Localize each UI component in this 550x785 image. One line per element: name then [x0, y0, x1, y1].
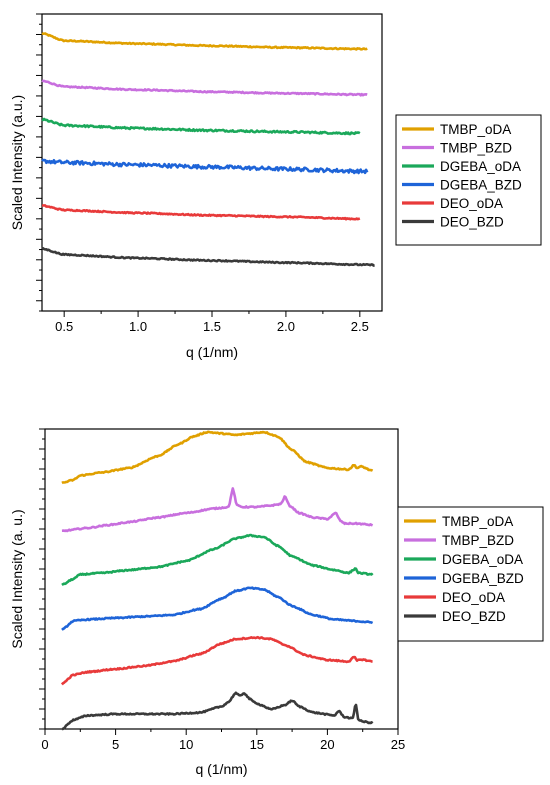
x-tick-label: 20: [320, 737, 334, 752]
chart-top: 0.5 1.0 1.5 2.0 2.5 q (1/nm) Scaled Intensity …: [9, 13, 542, 360]
series-line-deo-oda: [41, 204, 361, 221]
series-line-dgeba-bzd: [61, 586, 374, 631]
series-line-tmbp-bzd: [41, 79, 368, 97]
plot-frame: [44, 428, 399, 730]
legend-label: DEO_oDA: [440, 196, 503, 211]
x-tick-label: 0.5: [55, 319, 73, 334]
legend-label: TMBP_BZD: [440, 141, 512, 156]
x-tick-label: 1.0: [129, 319, 147, 334]
x-tick-label: 2.5: [351, 319, 369, 334]
x-axis-title: q (1/nm): [186, 344, 238, 360]
x-axis-title: q (1/nm): [195, 761, 247, 777]
x-tick-label: 10: [179, 737, 193, 752]
x-tick-label: 2.0: [277, 319, 295, 334]
x-tick-label: 5: [112, 737, 119, 752]
x-tick-label: 1.5: [203, 319, 221, 334]
series-line-dgeba-oda: [41, 117, 361, 136]
series-line-tmbp-oda: [41, 31, 368, 51]
legend-label: TMBP_oDA: [442, 514, 513, 529]
chart-bottom: 0 5 10 15 20 25 q (1/nm) Scaled Intensity (a. u…: [9, 428, 544, 777]
legend-label: DGEBA_oDA: [442, 552, 523, 567]
series-line-deo-bzd: [61, 691, 374, 731]
legend-label: TMBP_oDA: [440, 122, 511, 137]
y-axis-title: Scaled Intensity (a. u.): [9, 509, 25, 648]
series-line-tmbp-bzd: [61, 487, 374, 533]
y-axis-title: Scaled Intensity (a.u.): [9, 95, 25, 230]
legend-label: DGEBA_BZD: [442, 571, 524, 586]
series-line-tmbp-oda: [61, 430, 374, 485]
x-tick-label: 15: [250, 737, 264, 752]
x-tick-label: 25: [391, 737, 405, 752]
legend-label: DEO_oDA: [442, 590, 505, 605]
series-line-deo-bzd: [41, 246, 375, 267]
series-line-dgeba-bzd: [41, 158, 369, 175]
legend-label: TMBP_BZD: [442, 533, 514, 548]
series-line-deo-oda: [60, 635, 373, 686]
legend-label: DGEBA_oDA: [440, 159, 521, 174]
series-line-dgeba-oda: [61, 533, 374, 587]
legend-label: DEO_BZD: [440, 215, 504, 230]
legend-label: DEO_BZD: [442, 609, 506, 624]
legend-box: [397, 506, 544, 642]
legend-box: [395, 114, 542, 246]
x-tick-label: 0: [41, 737, 48, 752]
legend-label: DGEBA_BZD: [440, 178, 522, 193]
